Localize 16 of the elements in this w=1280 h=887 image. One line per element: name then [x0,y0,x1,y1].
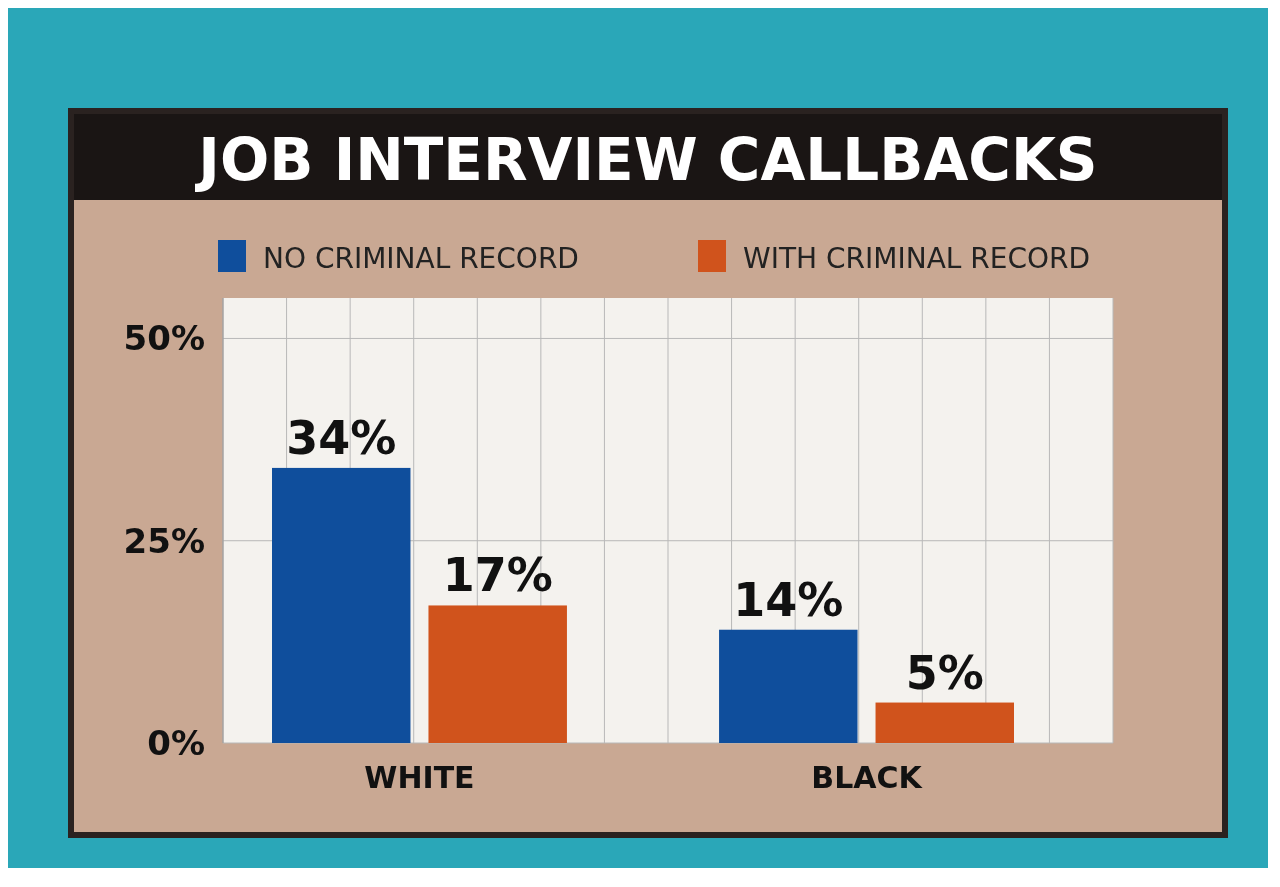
y-tick-label: 0% [147,723,205,763]
y-tick-label: 25% [123,520,205,561]
x-tick-label: BLACK [811,760,924,795]
bar [719,629,858,743]
bar [272,467,411,743]
data-label: 34% [286,410,397,465]
y-tick-label: 50% [123,318,205,359]
data-label: 14% [733,572,844,627]
bar [875,702,1014,743]
data-label: 17% [442,548,553,603]
data-label: 5% [905,645,984,700]
chart-title: JOB INTERVIEW CALLBACKS [194,126,1098,194]
bar [428,605,567,743]
legend-label: NO CRIMINAL RECORD [263,242,579,275]
x-tick-label: WHITE [364,760,475,795]
legend-label: WITH CRIMINAL RECORD [743,242,1091,275]
